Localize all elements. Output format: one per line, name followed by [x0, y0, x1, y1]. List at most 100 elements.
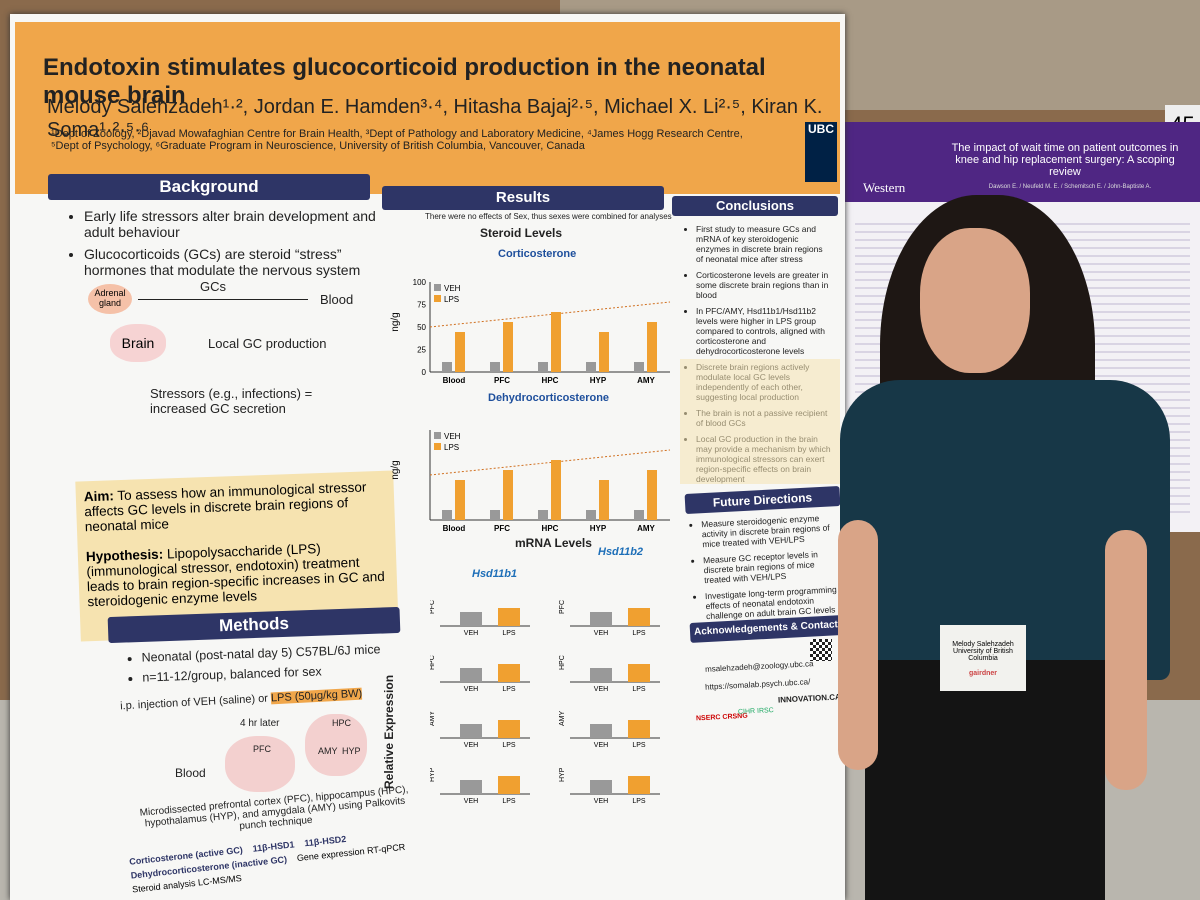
x-tick-label: VEH — [594, 686, 608, 693]
dhc-chart: ng/g VEH LPS Blood PFC HPC HYP AMY — [390, 430, 671, 533]
x-tick-label: LPS — [632, 798, 646, 805]
region: PFC — [253, 744, 271, 754]
bar-shape — [586, 362, 596, 372]
x-tick-label: LPS — [632, 742, 646, 749]
blood-label: Blood — [175, 766, 206, 780]
injection: i.p. injection of VEH (saline) — [119, 693, 256, 713]
aim-label: Aim: — [83, 488, 115, 505]
gene1: Hsd11b1 — [472, 568, 518, 580]
legend-swatch — [434, 432, 441, 439]
legend-label: LPS — [444, 443, 459, 452]
y-tick-label: 0 — [422, 368, 427, 377]
brain-section — [225, 736, 295, 792]
cort-heading: Corticosterone — [498, 248, 577, 260]
y-tick-label: 50 — [417, 323, 426, 332]
person-arm — [1105, 530, 1147, 790]
x-tick-label: VEH — [594, 798, 608, 805]
adrenal-icon: Adrenal gland — [88, 284, 132, 314]
x-tick-label: HYP — [590, 376, 607, 385]
region: AMY — [318, 746, 338, 756]
list-item: Corticosterone levels are greater in som… — [696, 270, 832, 300]
section-heading: Future Directions — [684, 485, 841, 515]
x-tick-label: LPS — [502, 798, 516, 805]
region-label: PFC — [559, 600, 566, 614]
badge: Melody Salehzadeh University of British … — [940, 625, 1026, 691]
bar-shape — [460, 780, 482, 794]
x-tick-label: LPS — [632, 630, 646, 637]
list-item: Measure GC receptor levels in discrete b… — [703, 548, 840, 585]
injection-text: i.p. injection of VEH (saline) or LPS (5… — [119, 687, 363, 713]
rel-label: Relative Expression — [382, 674, 396, 789]
x-tick-label: LPS — [632, 686, 646, 693]
x-tick-label: AMY — [637, 524, 655, 533]
bar-shape — [498, 776, 520, 794]
ref-line — [429, 449, 671, 476]
x-tick-label: Blood — [443, 376, 466, 385]
cort-chart: ng/g 100 75 50 25 0 VEH LPS Blood PFC HPC HYP AMY — [390, 278, 671, 385]
region-label: HYP — [559, 767, 566, 782]
pathway-item: 11β-HSD1 — [252, 839, 295, 854]
region: HPC — [332, 718, 352, 728]
mrna-heading: mRNA Levels — [515, 536, 592, 550]
y-unit: ng/g — [390, 460, 401, 479]
stressors-label: Stressors (e.g., infections) = increased… — [150, 386, 313, 416]
section-heading: Conclusions — [672, 196, 838, 216]
person-face — [920, 228, 1030, 373]
methods-item: Neonatal (post-natal day 5) C57BL/6J mic… — [141, 641, 421, 664]
bar-shape — [503, 470, 513, 520]
second-header — [845, 122, 1200, 202]
lps: LPS (50μg/kg BW) — [270, 687, 363, 705]
pathway-item: 11β-HSD2 — [303, 833, 347, 849]
region: HYP — [342, 746, 361, 756]
background-item: Early life stressors alter brain develop… — [84, 208, 384, 240]
x-tick-label: VEH — [594, 630, 608, 637]
y-tick-label: 75 — [417, 301, 426, 310]
bar-shape — [628, 720, 650, 738]
bar-shape — [634, 510, 644, 520]
bar-shape — [599, 480, 609, 520]
brain-section — [305, 714, 367, 776]
second-logo: Western — [863, 180, 906, 195]
section-heading: Background — [48, 174, 370, 200]
brain-icon: Brain — [110, 324, 166, 362]
ubc-logo: UBC — [805, 122, 837, 182]
bar-shape — [490, 510, 500, 520]
dhc-heading: Dehydrocorticosterone — [488, 392, 610, 404]
mrna-charts: PFC VEH LPS PFC VEH LPS HPC VEH LPS HPC VEH LPS AMY V… — [430, 600, 660, 805]
bar-shape — [590, 780, 612, 794]
legend-label: VEH — [444, 432, 461, 441]
logo: CIHR IRSC — [737, 707, 774, 716]
badge-school: University of British Columbia — [953, 648, 1013, 662]
y-tick-label: 25 — [417, 346, 426, 355]
x-tick-label: LPS — [502, 742, 516, 749]
logo: INNOVATION.CA — [777, 692, 842, 705]
x-tick-label: VEH — [464, 742, 478, 749]
bar-shape — [498, 664, 520, 682]
region-label: AMY — [559, 711, 566, 727]
bar-shape — [498, 720, 520, 738]
x-tick-label: VEH — [464, 686, 478, 693]
bar-shape — [455, 480, 465, 520]
gene2: Hsd11b2 — [598, 546, 644, 558]
bar-shape — [586, 510, 596, 520]
x-tick-label: PFC — [494, 376, 510, 385]
bar-shape — [460, 724, 482, 738]
bar-shape — [538, 362, 548, 372]
local-label: Local GC production — [208, 336, 327, 351]
bar-shape — [490, 362, 500, 372]
qr — [810, 639, 832, 661]
region-label: AMY — [430, 711, 436, 727]
x-tick-label: HYP — [590, 524, 607, 533]
bar-shape — [647, 470, 657, 520]
x-tick-label: VEH — [594, 742, 608, 749]
badge-name: Melody Salehzadeh — [952, 641, 1014, 648]
bar-shape — [590, 668, 612, 682]
background-list: Early life stressors alter brain develop… — [70, 208, 384, 284]
x-tick-label: AMY — [637, 376, 655, 385]
list-item: In PFC/AMY, Hsd11b1/Hsd11b2 levels were … — [696, 306, 832, 356]
x-tick-label: VEH — [464, 630, 478, 637]
bar-shape — [647, 322, 657, 372]
second-title: The impact of wait time on patient outco… — [951, 142, 1179, 178]
second-authors: Dawson E. / Neufeld M. E. / Schemitsch E… — [988, 184, 1152, 190]
